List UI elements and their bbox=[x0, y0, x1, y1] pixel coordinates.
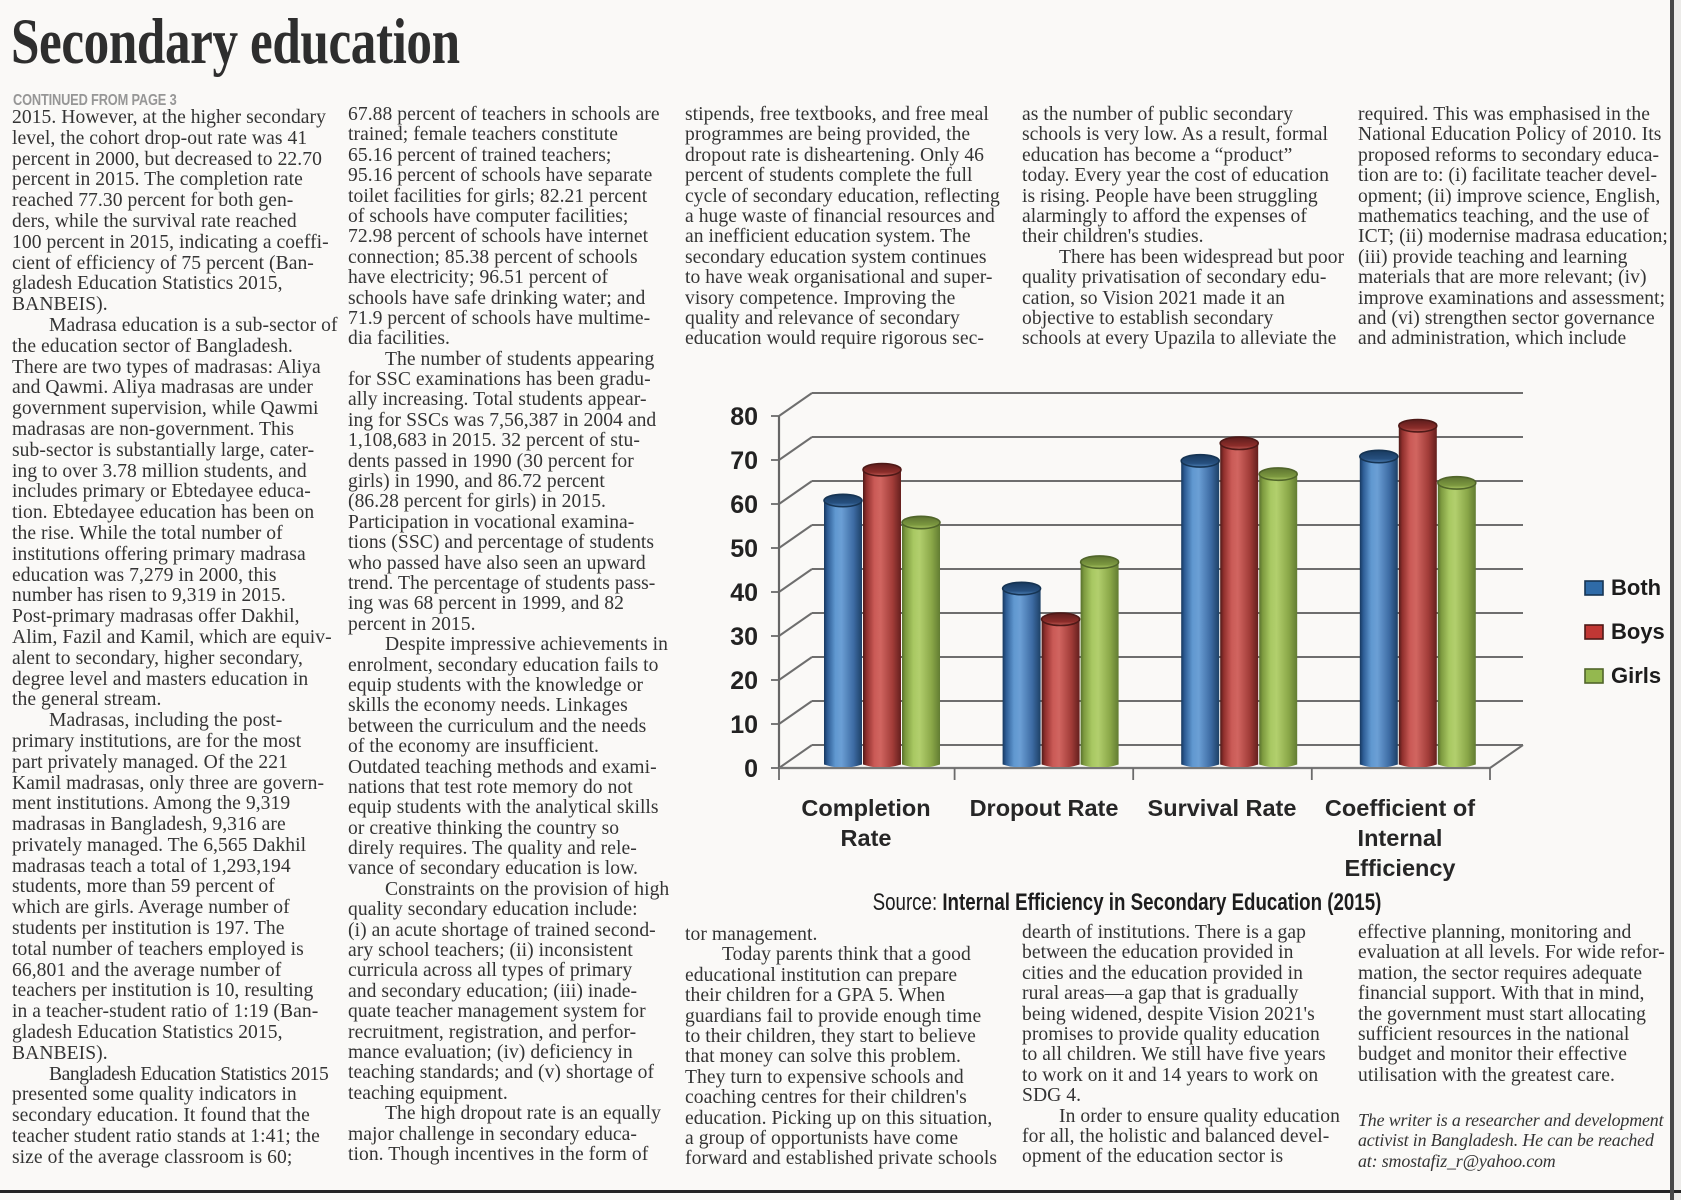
svg-text:Both: Both bbox=[1611, 575, 1661, 600]
svg-text:20: 20 bbox=[730, 667, 758, 695]
svg-text:Completion: Completion bbox=[801, 795, 930, 821]
svg-text:50: 50 bbox=[730, 535, 758, 563]
svg-text:60: 60 bbox=[730, 491, 758, 519]
svg-text:30: 30 bbox=[730, 623, 758, 651]
svg-text:40: 40 bbox=[730, 579, 758, 607]
svg-text:Coefficient of: Coefficient of bbox=[1325, 795, 1475, 821]
svg-text:Boys: Boys bbox=[1611, 619, 1665, 644]
svg-text:80: 80 bbox=[730, 403, 758, 431]
svg-text:Rate: Rate bbox=[841, 825, 892, 851]
svg-text:0: 0 bbox=[744, 755, 758, 783]
svg-text:10: 10 bbox=[730, 711, 758, 739]
svg-text:70: 70 bbox=[730, 447, 758, 475]
svg-text:Internal: Internal bbox=[1358, 825, 1443, 851]
svg-text:Survival Rate: Survival Rate bbox=[1148, 795, 1297, 821]
svg-text:Dropout Rate: Dropout Rate bbox=[970, 795, 1119, 821]
svg-text:Girls: Girls bbox=[1611, 663, 1661, 688]
svg-text:Efficiency: Efficiency bbox=[1344, 855, 1455, 881]
